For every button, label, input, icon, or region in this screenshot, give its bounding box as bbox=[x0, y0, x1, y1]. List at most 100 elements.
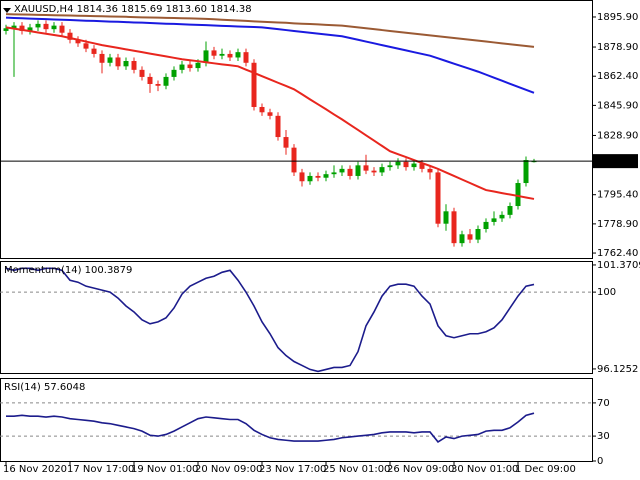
indicator-line bbox=[5, 16, 535, 94]
candle-body bbox=[19, 25, 25, 31]
y-tick-label: 0 bbox=[597, 456, 603, 467]
x-tick-label: 23 Nov 17:00 bbox=[259, 464, 326, 475]
candle-body bbox=[219, 53, 225, 56]
y-tick-label: 1862.40 bbox=[597, 71, 638, 82]
x-tick-label: 26 Nov 09:00 bbox=[387, 464, 454, 475]
candle-body bbox=[435, 172, 441, 224]
candle-body bbox=[107, 57, 113, 63]
candle-body bbox=[139, 69, 145, 77]
candle-body bbox=[27, 27, 33, 31]
candle-body bbox=[523, 160, 529, 184]
panel-title: RSI(14) 57.6048 bbox=[4, 382, 85, 393]
candle-body bbox=[275, 115, 281, 138]
panel-title: XAUUSD,H4 1814.36 1815.69 1813.60 1814.3… bbox=[14, 4, 252, 15]
candle-body bbox=[123, 61, 129, 67]
candle-body bbox=[187, 64, 193, 69]
candle-body bbox=[443, 211, 449, 224]
x-tick-label: 25 Nov 01:00 bbox=[323, 464, 390, 475]
candle-body bbox=[419, 163, 425, 169]
candle-body bbox=[307, 175, 313, 182]
candle-body bbox=[299, 172, 305, 182]
candle-body bbox=[131, 61, 137, 70]
candle-body bbox=[259, 106, 265, 113]
candle-body bbox=[363, 165, 369, 171]
x-tick-label: 1 Dec 09:00 bbox=[515, 464, 576, 475]
last-price-box bbox=[592, 154, 638, 169]
candle-body bbox=[451, 211, 457, 244]
candle-body bbox=[323, 174, 329, 178]
last-price-label: 1814.38 bbox=[596, 156, 637, 167]
candle-body bbox=[387, 165, 393, 168]
candle-body bbox=[171, 69, 177, 77]
indicator-line bbox=[5, 267, 535, 373]
candle-body bbox=[115, 57, 121, 67]
candle-body bbox=[75, 39, 81, 44]
y-tick-label: 30 bbox=[597, 431, 610, 442]
candle-body bbox=[267, 112, 273, 116]
candle-body bbox=[467, 234, 473, 240]
candle-body bbox=[251, 62, 257, 107]
y-tick-label: 1762.40 bbox=[597, 248, 638, 259]
candle-body bbox=[83, 43, 89, 49]
y-tick-label: 1828.90 bbox=[597, 130, 638, 141]
y-tick-label: 70 bbox=[597, 398, 610, 409]
candle-body bbox=[499, 214, 505, 219]
collapse-icon bbox=[3, 8, 11, 13]
candle-body bbox=[163, 76, 169, 86]
candle-body bbox=[59, 25, 65, 33]
candle-body bbox=[203, 50, 209, 63]
x-tick-label: 19 Nov 01:00 bbox=[131, 464, 198, 475]
candle-body bbox=[227, 53, 233, 58]
candle-body bbox=[43, 23, 49, 30]
candle-body bbox=[379, 167, 385, 173]
indicator-line bbox=[5, 13, 535, 48]
candle-body bbox=[315, 175, 321, 178]
candle-body bbox=[291, 147, 297, 173]
y-tick-label: 96.1252 bbox=[597, 364, 638, 375]
candle-body bbox=[459, 234, 465, 244]
candle-body bbox=[91, 48, 97, 54]
panel-frame bbox=[0, 261, 593, 374]
candle-body bbox=[355, 165, 361, 176]
candle-body bbox=[35, 23, 41, 28]
candle-body bbox=[155, 83, 161, 86]
candle-body bbox=[99, 53, 105, 63]
candle-body bbox=[67, 32, 73, 40]
candle-body bbox=[427, 168, 433, 173]
candle-body bbox=[411, 163, 417, 168]
candle-body bbox=[283, 137, 289, 148]
candle-body bbox=[3, 28, 9, 31]
x-tick-label: 17 Nov 17:00 bbox=[67, 464, 134, 475]
indicator-line bbox=[5, 26, 535, 200]
panel-title: Momentum(14) 100.3879 bbox=[4, 265, 132, 276]
candle-body bbox=[179, 64, 185, 70]
candle-body bbox=[147, 76, 153, 84]
x-tick-label: 16 Nov 2020 bbox=[3, 464, 67, 475]
y-tick-label: 100 bbox=[597, 287, 616, 298]
x-tick-label: 30 Nov 01:00 bbox=[451, 464, 518, 475]
y-tick-label: 1795.40 bbox=[597, 190, 638, 201]
candle-body bbox=[347, 168, 353, 176]
y-tick-label: 101.3709 bbox=[597, 260, 640, 271]
candle-body bbox=[195, 62, 201, 69]
candle-body bbox=[11, 25, 17, 29]
y-tick-label: 1845.90 bbox=[597, 100, 638, 111]
indicator-line bbox=[6, 412, 535, 443]
candle-body bbox=[235, 52, 241, 58]
candle-body bbox=[339, 168, 345, 173]
candle-body bbox=[371, 170, 377, 173]
candle-body bbox=[395, 161, 401, 166]
candle-body bbox=[403, 161, 409, 168]
panel-frame bbox=[0, 0, 593, 259]
candle-body bbox=[331, 172, 337, 175]
candle-body bbox=[483, 221, 489, 229]
y-tick-label: 1778.90 bbox=[597, 219, 638, 230]
candle-body bbox=[211, 50, 217, 56]
candle-body bbox=[51, 25, 57, 30]
candle-body bbox=[475, 228, 481, 240]
candle-body bbox=[243, 52, 249, 63]
candle-body bbox=[515, 183, 521, 207]
y-tick-label: 1895.90 bbox=[597, 12, 638, 23]
